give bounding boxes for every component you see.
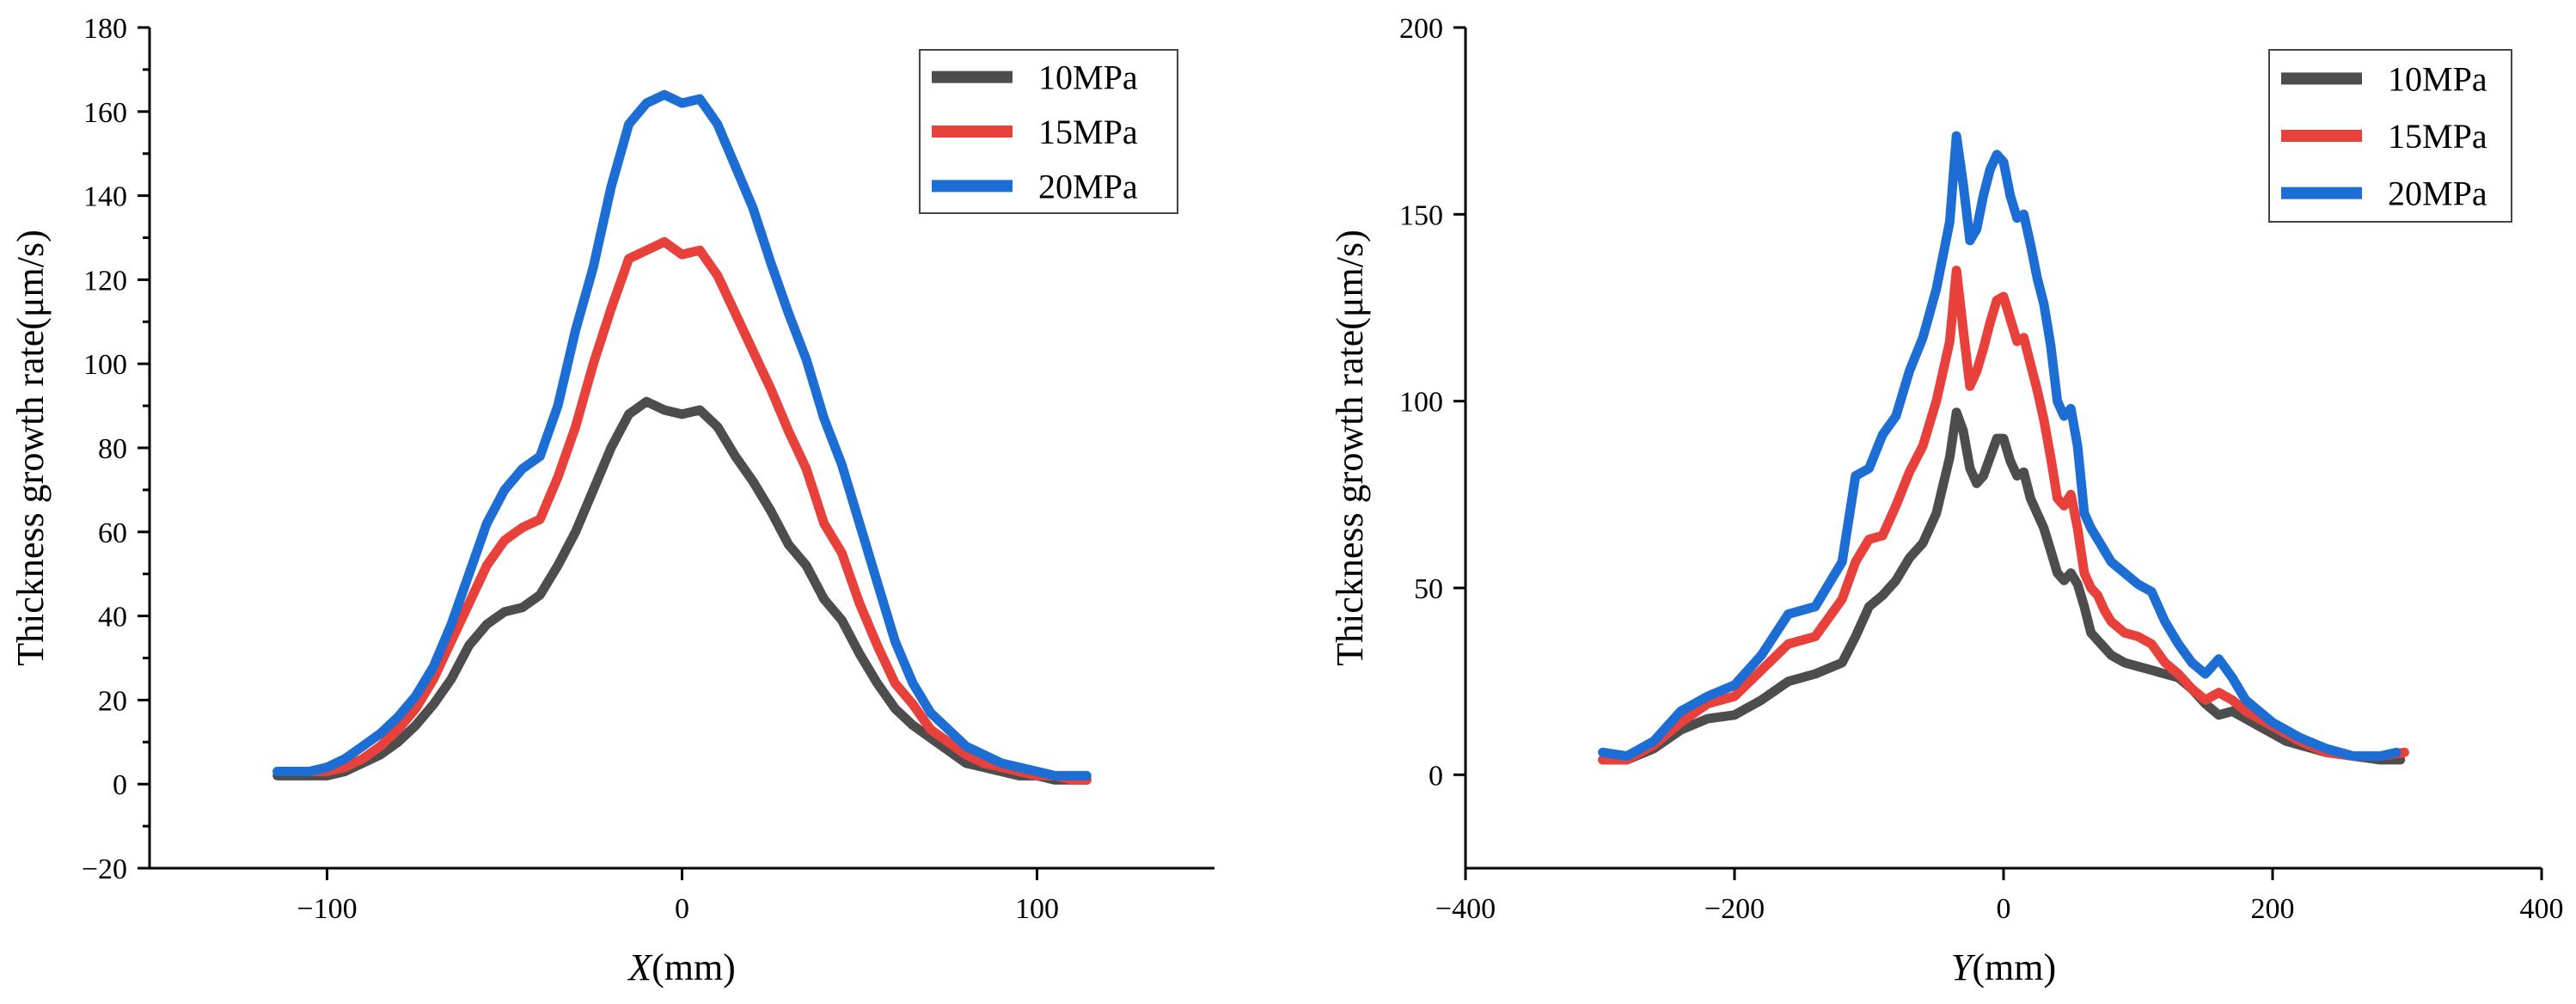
y-tick-label: 140	[83, 181, 127, 213]
x-tick-label: 200	[2251, 893, 2295, 925]
legend: 10MPa 15MPa 20MPa	[2268, 49, 2512, 223]
y-tick-label: 40	[98, 602, 127, 634]
legend: 10MPa 15MPa 20MPa	[919, 49, 1178, 214]
y-tick-label: 120	[83, 265, 127, 297]
series-line-10mpa	[1598, 407, 2406, 765]
x-tick-label: 0	[675, 893, 689, 925]
y-tick-label: 20	[98, 685, 127, 717]
series-line-20mpa	[1598, 131, 2402, 762]
x-axis-title: X(mm)	[627, 946, 736, 989]
x-axis-variable: Y	[1951, 946, 1976, 989]
x-tick-label: −100	[297, 893, 357, 925]
x-axis-unit: (mm)	[1972, 946, 2056, 989]
x-axis-title: Y(mm)	[1951, 946, 2056, 989]
y-tick-label: 50	[1414, 573, 1443, 605]
x-axis-unit: (mm)	[652, 946, 736, 989]
series-line-20mpa	[272, 89, 1092, 781]
x-tick-label: −200	[1704, 893, 1765, 925]
x-tick-label: 0	[1997, 893, 2011, 925]
y-axis-title: Thickness growth rate(μm/s)	[9, 230, 52, 665]
y-tick-label: 0	[113, 769, 127, 801]
y-tick-label: 160	[83, 97, 127, 129]
x-tick-label: −400	[1435, 893, 1496, 925]
series-line-15mpa	[272, 236, 1092, 785]
legend-label: 15MPa	[1038, 113, 1138, 151]
y-tick-label: 60	[98, 517, 127, 549]
x-tick-label: 100	[1015, 893, 1059, 925]
legend-label: 10MPa	[1038, 58, 1138, 97]
chart-2: 0 50 100 150 200 −400 −200 0 200 400 Thickness gro…	[1329, 13, 2564, 989]
y-tick-label: 150	[1399, 199, 1443, 231]
legend-label: 20MPa	[1038, 167, 1138, 205]
y-tick-label: 200	[1399, 13, 1443, 45]
x-axis-variable: X	[627, 946, 653, 989]
series-line-15mpa	[1598, 266, 2409, 765]
y-tick-label: 100	[83, 349, 127, 381]
y-axis-title: Thickness growth rate(μm/s)	[1329, 230, 1371, 665]
series-line-10mpa	[272, 396, 1092, 785]
legend-label: 15MPa	[2388, 117, 2487, 156]
y-tick-label: 80	[98, 433, 127, 465]
y-tick-label: 0	[1429, 760, 1443, 792]
y-tick-label: 180	[83, 13, 127, 45]
chart-1: −20 0 20 40 60 80 100 120 140 160 180 −100 0 100 Thick…	[9, 13, 1215, 989]
y-tick-label: 100	[1399, 387, 1443, 419]
legend-label: 10MPa	[2388, 59, 2487, 98]
x-tick-label: 400	[2520, 893, 2564, 925]
legend-label: 20MPa	[2388, 174, 2487, 213]
y-tick-label: −20	[82, 854, 127, 885]
